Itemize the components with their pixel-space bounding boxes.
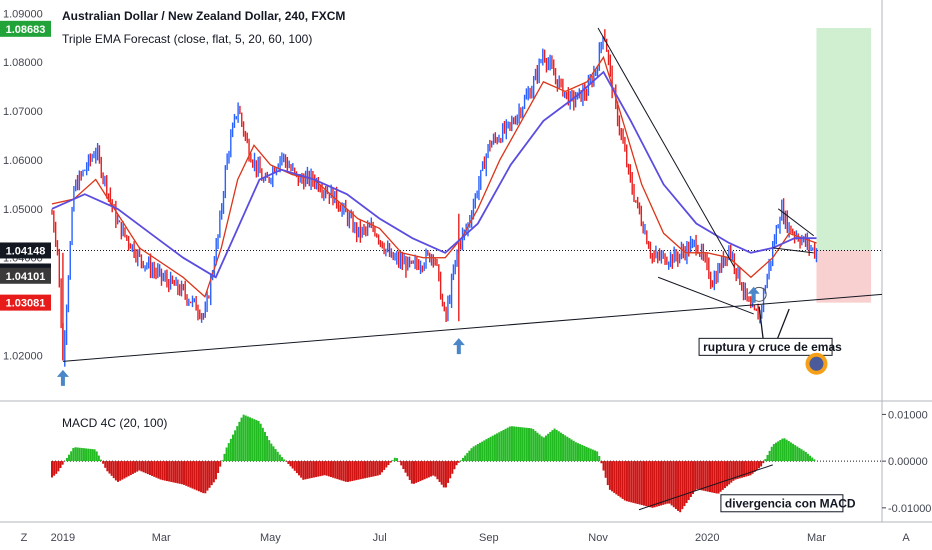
macd-tick-label: 0.01000: [888, 409, 928, 421]
time-tick-label: May: [260, 532, 281, 544]
price-tick-label: 1.02000: [3, 350, 43, 362]
annotation-divergencia: divergencia con MACD: [725, 496, 856, 510]
zoom-button[interactable]: Z: [21, 532, 28, 544]
time-tick-label: Sep: [479, 532, 499, 544]
price-tick-label: 1.08000: [3, 57, 43, 69]
auto-scale-button[interactable]: A: [902, 532, 910, 544]
annotation-ruptura: ruptura y cruce de emas: [703, 340, 842, 354]
price-tick-label: 1.09000: [3, 8, 43, 20]
trendline-2[interactable]: [657, 276, 754, 315]
trendline-1[interactable]: [597, 27, 736, 268]
macd-legend[interactable]: MACD 4C (20, 100): [62, 416, 168, 430]
macd-tick-label: 0.00000: [888, 456, 928, 468]
trendline-3[interactable]: [777, 208, 815, 237]
tag-low: 1.03081: [6, 298, 46, 310]
symbol-title: Australian Dollar / New Zealand Dollar, …: [62, 9, 346, 23]
trendline-0[interactable]: [62, 293, 883, 362]
profit-zone[interactable]: [816, 27, 872, 251]
tag-last: 1.04148: [6, 245, 46, 257]
time-tick-label: Nov: [588, 532, 608, 544]
tag-mid-bg: [0, 267, 51, 284]
ema-fast-line: [51, 55, 817, 299]
time-tick-label: 2020: [695, 532, 719, 544]
up-arrow-icon: [452, 338, 465, 355]
macd-tick-label: -0.01000: [888, 503, 931, 515]
up-arrow-icon: [747, 286, 760, 303]
tag-low-bg: [0, 294, 51, 311]
time-tick-label: Mar: [152, 532, 171, 544]
annotation-box[interactable]: [698, 337, 833, 356]
price-tick-label: 1.06000: [3, 155, 43, 167]
annotation-box[interactable]: [720, 494, 844, 513]
macd-trendline[interactable]: [638, 464, 773, 511]
time-tick-label: 2019: [51, 532, 75, 544]
indicator-legend[interactable]: Triple EMA Forecast (close, flat, 5, 20,…: [62, 32, 313, 46]
up-arrow-icon: [56, 369, 69, 386]
price-tick-label: 1.05000: [3, 204, 43, 216]
ema-slow-line: [51, 70, 817, 279]
tag-last-bg: [0, 242, 51, 259]
tag-top-bg: [0, 20, 51, 37]
loss-zone[interactable]: [816, 250, 872, 303]
ema-mid-line: [51, 56, 817, 298]
time-tick-label: Mar: [807, 532, 826, 544]
tag-top: 1.08683: [6, 24, 46, 36]
tag-mid: 1.04101: [6, 271, 46, 283]
price-tick-label: 1.07000: [3, 106, 43, 118]
time-tick-label: Jul: [373, 532, 387, 544]
trendline-4[interactable]: [772, 247, 814, 254]
badge-icon-inner: [809, 356, 824, 371]
